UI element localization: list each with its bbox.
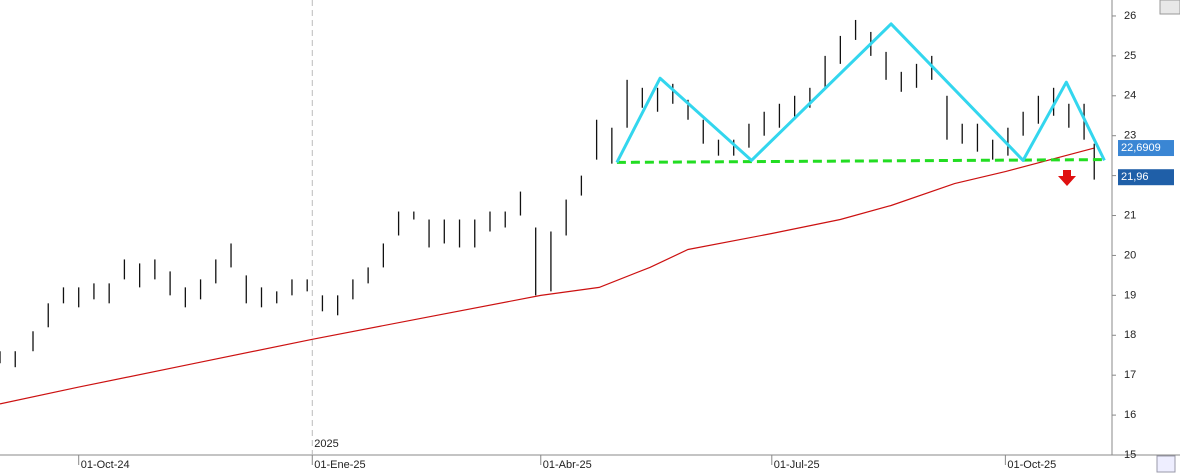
y-tick-label: 20 — [1124, 249, 1136, 261]
price-label-box — [1118, 140, 1174, 157]
y-tick-label: 15 — [1124, 449, 1136, 461]
y-tick-label: 16 — [1124, 409, 1136, 421]
y-tick-label: 25 — [1124, 50, 1136, 62]
price-label: 21,96 — [1121, 171, 1149, 183]
y-tick-label: 19 — [1124, 289, 1136, 301]
price-label-box — [1118, 169, 1174, 186]
year-label: 2025 — [314, 438, 338, 450]
price-label: 22,6909 — [1121, 142, 1161, 154]
moving-average — [0, 147, 1095, 405]
down-arrow — [1058, 170, 1076, 186]
corner-button[interactable] — [1159, 0, 1180, 15]
y-tick-label: 21 — [1124, 209, 1136, 221]
y-tick-label: 26 — [1124, 10, 1136, 22]
y-tick-label: 18 — [1124, 329, 1136, 341]
y-tick-label: 23 — [1124, 130, 1136, 142]
x-tick-label: 01-Oct-24 — [81, 459, 130, 471]
x-tick-label: 01-Oct-25 — [1007, 459, 1056, 471]
y-tick-label: 17 — [1124, 369, 1136, 381]
y-tick-label: 24 — [1124, 90, 1136, 102]
x-tick-label: 01-Abr-25 — [543, 459, 592, 471]
pattern-line — [615, 22, 1106, 164]
scroll-button[interactable] — [1156, 455, 1176, 473]
x-tick-label: 01-Ene-25 — [314, 459, 365, 471]
x-tick-label: 01-Jul-25 — [774, 459, 820, 471]
